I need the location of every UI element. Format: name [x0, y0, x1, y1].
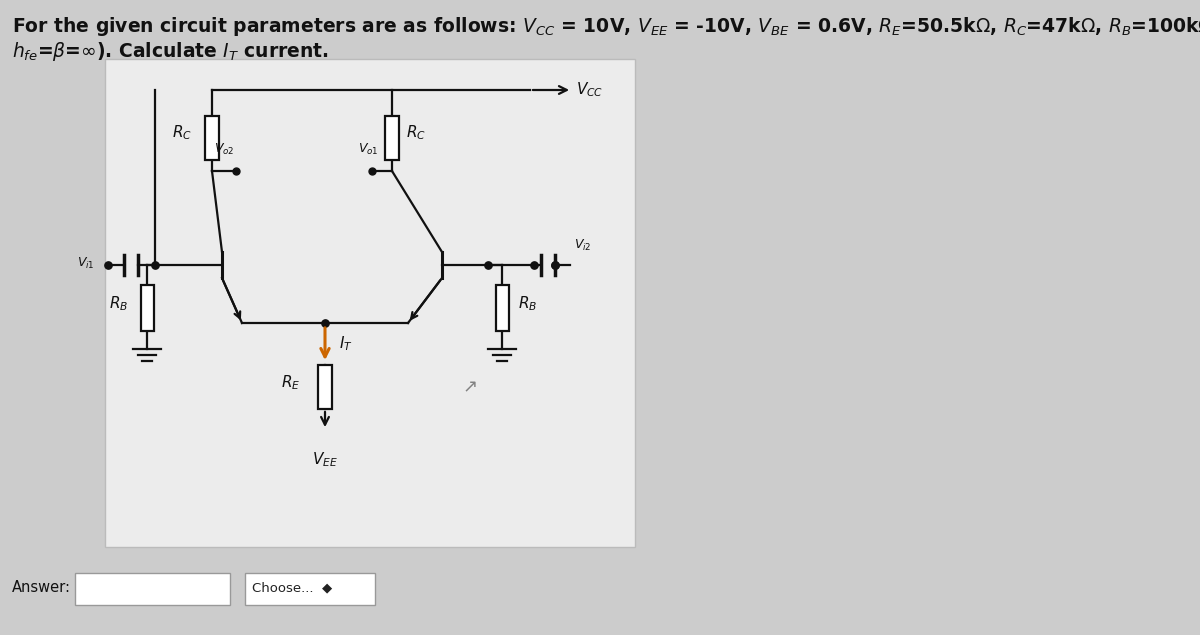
- Text: For the given circuit parameters are as follows: $V_{CC}$ = 10V, $V_{EE}$ = -10V: For the given circuit parameters are as …: [12, 15, 1200, 38]
- Text: $R_C$: $R_C$: [406, 124, 426, 142]
- Text: $V_{o2}$: $V_{o2}$: [214, 142, 234, 157]
- Bar: [496, 284, 509, 330]
- Bar: [318, 365, 332, 409]
- Text: $R_B$: $R_B$: [518, 294, 538, 313]
- Bar: [140, 284, 154, 330]
- Bar: [106, 59, 635, 547]
- Text: $I_T$: $I_T$: [340, 335, 353, 353]
- Text: ↗: ↗: [462, 378, 478, 396]
- Text: $V_{EE}$: $V_{EE}$: [312, 450, 338, 469]
- Bar: [245, 573, 374, 605]
- Bar: [205, 116, 220, 160]
- Bar: [74, 573, 230, 605]
- Text: $R_C$: $R_C$: [172, 124, 192, 142]
- Text: $V_{i2}$: $V_{i2}$: [574, 238, 592, 253]
- Bar: [385, 116, 398, 160]
- Text: Choose...  ◆: Choose... ◆: [252, 582, 332, 594]
- Text: $V_{i1}$: $V_{i1}$: [77, 255, 95, 271]
- Text: $R_B$: $R_B$: [109, 294, 128, 313]
- Text: $V_{CC}$: $V_{CC}$: [576, 81, 604, 99]
- Text: $R_E$: $R_E$: [281, 373, 301, 392]
- Text: $V_{o1}$: $V_{o1}$: [358, 142, 379, 157]
- Text: $h_{fe}$=$\beta$=$\infty$). Calculate $I_T$ current.: $h_{fe}$=$\beta$=$\infty$). Calculate $I…: [12, 40, 329, 63]
- Text: Answer:: Answer:: [12, 580, 71, 594]
